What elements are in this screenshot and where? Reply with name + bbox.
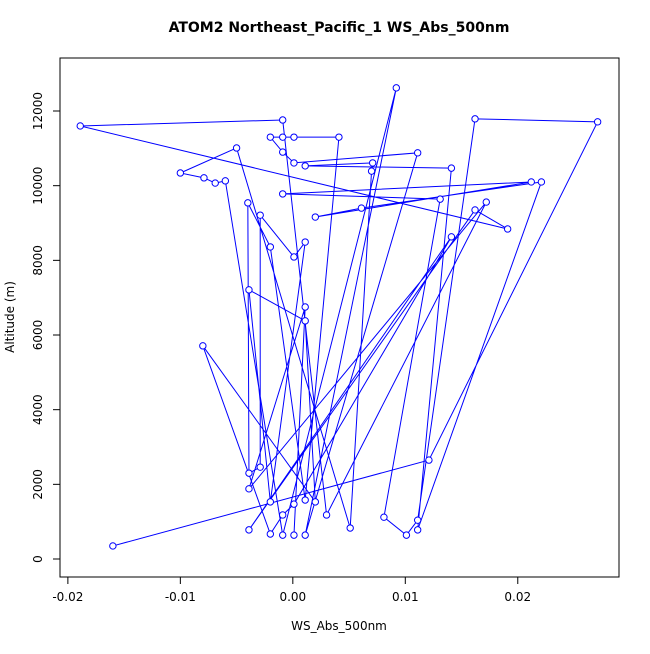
data-point: [245, 469, 253, 477]
y-axis-label: Altitude (m): [3, 281, 17, 353]
data-point: [301, 531, 309, 539]
x-axis-label: WS_Abs_500nm: [291, 619, 387, 633]
data-point: [301, 317, 309, 325]
y-tick-label: 2000: [31, 469, 45, 500]
data-point: [311, 498, 320, 506]
data-point: [380, 513, 388, 521]
data-point: [290, 253, 298, 261]
chart-title: ATOM2 Northeast_Pacific_1 WS_Abs_500nm: [169, 20, 510, 36]
data-point: [76, 122, 84, 130]
data-point: [279, 148, 287, 156]
data-point: [211, 179, 219, 187]
data-point: [266, 530, 275, 538]
y-tick-label: 12000: [31, 92, 45, 130]
data-line: [80, 87, 599, 547]
data-point: [527, 178, 535, 186]
x-tick-label: 0.02: [504, 590, 531, 604]
x-tick-label: 0.01: [392, 590, 419, 604]
data-point: [537, 178, 546, 186]
data-point: [279, 511, 287, 519]
data-point: [301, 303, 309, 311]
data-point: [290, 159, 298, 167]
data-point: [199, 342, 207, 350]
x-tick-label: -0.02: [52, 590, 83, 604]
data-point: [471, 115, 479, 123]
y-tick-label: 4000: [31, 394, 45, 425]
data-point: [335, 133, 343, 141]
data-point: [221, 177, 230, 185]
plot-frame: [59, 57, 620, 578]
data-point: [290, 500, 298, 508]
data-point: [200, 174, 208, 182]
data-point: [402, 531, 411, 539]
data-point: [413, 526, 422, 534]
data-point: [413, 149, 422, 157]
data-point: [357, 204, 366, 212]
x-tick-label: 0.00: [279, 590, 306, 604]
data-point: [346, 524, 354, 532]
data-point: [279, 133, 287, 141]
data-point: [256, 211, 264, 219]
data-point: [279, 531, 287, 539]
data-point: [367, 167, 376, 175]
data-point: [425, 456, 433, 464]
data-point: [256, 463, 264, 471]
data-point: [447, 233, 456, 241]
data-point: [290, 531, 298, 539]
data-point: [176, 169, 185, 177]
data-point: [245, 286, 253, 294]
data-point: [279, 116, 287, 124]
data-point: [232, 144, 241, 152]
y-tick-label: 0: [31, 555, 45, 563]
data-point: [266, 243, 275, 251]
data-point: [311, 213, 320, 221]
data-point: [301, 496, 309, 504]
data-point: [368, 159, 377, 167]
y-tick-label: 10000: [31, 167, 45, 205]
data-point: [503, 225, 512, 233]
data-point: [436, 195, 444, 203]
data-point: [301, 162, 309, 170]
data-point: [447, 164, 456, 172]
data-point: [593, 118, 602, 126]
data-point: [244, 199, 252, 207]
y-tick-label: 8000: [31, 245, 45, 276]
data-point: [471, 206, 479, 214]
data-point: [245, 526, 253, 534]
data-point: [109, 542, 117, 550]
data-point: [482, 198, 490, 206]
data-point: [245, 485, 253, 493]
y-tick-label: 6000: [31, 320, 45, 351]
x-tick-label: -0.01: [165, 590, 196, 604]
data-point: [290, 133, 298, 141]
data-point: [413, 516, 422, 524]
data-point: [279, 190, 287, 198]
data-point: [266, 498, 275, 506]
data-point: [301, 238, 309, 246]
data-point: [322, 511, 331, 519]
data-point: [266, 133, 275, 141]
data-point: [392, 84, 400, 92]
